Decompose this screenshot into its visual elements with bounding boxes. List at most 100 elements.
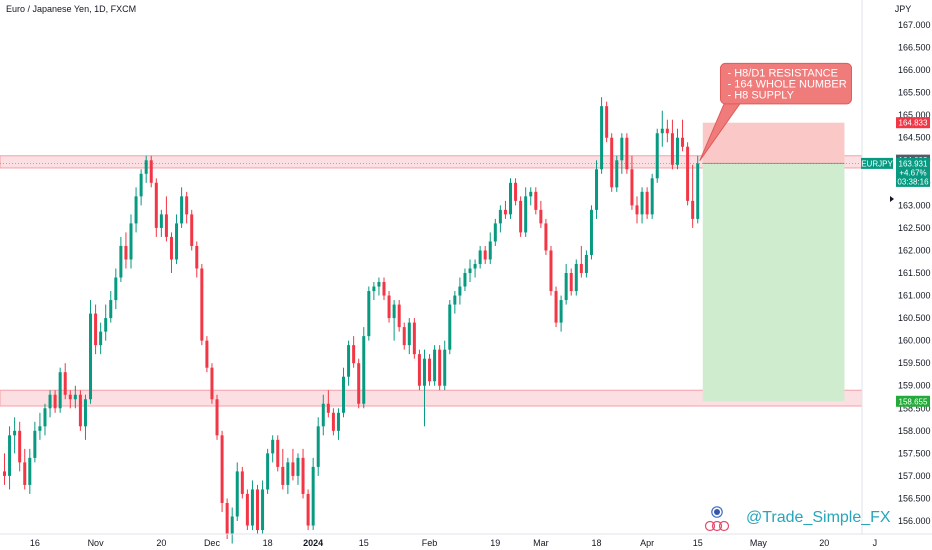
candle-0 xyxy=(3,453,6,485)
y-tick-label: 156.500 xyxy=(898,493,931,503)
candle-44 xyxy=(225,498,229,540)
x-tick-label: Apr xyxy=(640,538,654,548)
candle-21 xyxy=(109,291,113,323)
candle-23 xyxy=(119,236,123,283)
candle-69 xyxy=(352,336,356,368)
candle-56 xyxy=(286,457,290,494)
candle-12 xyxy=(63,363,67,400)
price-tags: 164.833164.003158.655EURJPY163.931+4.67%… xyxy=(861,117,930,407)
candle-40 xyxy=(205,336,209,373)
candle-19 xyxy=(99,322,103,355)
candle-121 xyxy=(615,155,619,192)
candle-92 xyxy=(468,259,472,283)
candle-6 xyxy=(33,421,37,463)
candle-125 xyxy=(635,196,639,224)
candle-46 xyxy=(235,462,239,521)
candle-90 xyxy=(458,277,462,305)
candle-108 xyxy=(549,245,553,296)
candle-66 xyxy=(336,408,340,440)
candle-126 xyxy=(640,187,644,224)
candle-99 xyxy=(503,200,507,219)
candle-38 xyxy=(195,241,199,278)
watermark: @Trade_Simple_FX xyxy=(704,506,891,532)
y-tick-label: 163.000 xyxy=(898,200,931,210)
candle-117 xyxy=(595,160,599,219)
candle-130 xyxy=(660,110,664,147)
y-tick-label: 158.500 xyxy=(898,403,931,413)
y-tick-label: 161.000 xyxy=(898,291,931,301)
candle-1 xyxy=(8,426,12,490)
candle-3 xyxy=(18,421,22,472)
candle-29 xyxy=(149,155,153,188)
bar-countdown: 03:38:16 xyxy=(897,177,929,186)
candle-120 xyxy=(610,133,614,192)
y-tick-label: 161.500 xyxy=(898,268,931,278)
candle-61 xyxy=(311,457,315,531)
candle-11 xyxy=(58,367,62,413)
candle-78 xyxy=(397,300,401,332)
logo-ring-right-icon xyxy=(718,520,730,532)
candle-132 xyxy=(670,119,674,170)
candle-72 xyxy=(367,286,371,341)
logo-ring-mid-icon xyxy=(711,520,723,532)
y-tick-label: 166.500 xyxy=(898,43,931,53)
candle-114 xyxy=(579,245,583,278)
candle-94 xyxy=(478,245,482,269)
candle-67 xyxy=(342,367,346,418)
y-tick-label: 167.000 xyxy=(898,20,931,30)
candle-112 xyxy=(569,268,573,296)
candle-32 xyxy=(164,196,168,242)
logo-top-dot-icon xyxy=(714,509,720,515)
candle-131 xyxy=(665,119,669,143)
candle-91 xyxy=(463,268,467,292)
price-tag-stop: 164.833 xyxy=(896,117,930,129)
candle-103 xyxy=(524,187,528,237)
candle-17 xyxy=(89,300,93,404)
axis-marker-icon xyxy=(890,196,894,202)
candle-5 xyxy=(28,448,32,494)
candle-13 xyxy=(68,390,72,409)
candle-42 xyxy=(215,394,219,440)
candle-105 xyxy=(534,187,538,215)
candle-123 xyxy=(625,133,629,174)
y-tick-label: 156.000 xyxy=(898,516,931,526)
candle-59 xyxy=(301,448,305,499)
x-tick-label: 15 xyxy=(359,538,369,548)
price-axis: 167.000 166.500 166.000 165.500 165.000 164.5… xyxy=(861,0,931,534)
candle-95 xyxy=(483,245,487,264)
candle-15 xyxy=(78,390,82,431)
stop-loss-area xyxy=(702,122,845,164)
candle-54 xyxy=(276,435,280,472)
annotation-layer: - H8/D1 RESISTANCE- 164 WHOLE NUMBER- H8… xyxy=(699,62,852,162)
candle-102 xyxy=(519,196,523,237)
y-tick-label: 160.000 xyxy=(898,336,931,346)
candle-62 xyxy=(316,417,320,476)
candle-25 xyxy=(129,214,133,269)
candle-128 xyxy=(650,173,654,219)
time-axis: 16 Nov 20 Dec 18 2024 15 Feb 19 Mar 18 Apr 15 May 20 J xyxy=(0,533,932,548)
candle-31 xyxy=(159,209,163,237)
candle-35 xyxy=(180,187,184,228)
candle-82 xyxy=(417,349,421,391)
candle-9 xyxy=(48,390,52,418)
x-tick-label: May xyxy=(750,538,768,548)
candle-100 xyxy=(509,178,512,219)
annotation-box xyxy=(719,62,852,105)
annotation-line-3: - H8 SUPPLY xyxy=(727,89,794,101)
candle-137 xyxy=(696,155,700,224)
candle-64 xyxy=(326,390,330,418)
candle-81 xyxy=(412,318,416,359)
candle-70 xyxy=(357,358,361,409)
candle-26 xyxy=(134,187,138,233)
candle-10 xyxy=(53,390,57,413)
candle-36 xyxy=(185,191,189,224)
last-price-value: 163.931 xyxy=(899,159,928,168)
candle-89 xyxy=(453,291,457,314)
currency-label: JPY xyxy=(895,4,912,14)
candle-110 xyxy=(559,295,563,332)
x-tick-label: 16 xyxy=(30,538,40,548)
candle-86 xyxy=(438,345,442,391)
candle-50 xyxy=(256,484,259,535)
candle-7 xyxy=(38,412,42,440)
